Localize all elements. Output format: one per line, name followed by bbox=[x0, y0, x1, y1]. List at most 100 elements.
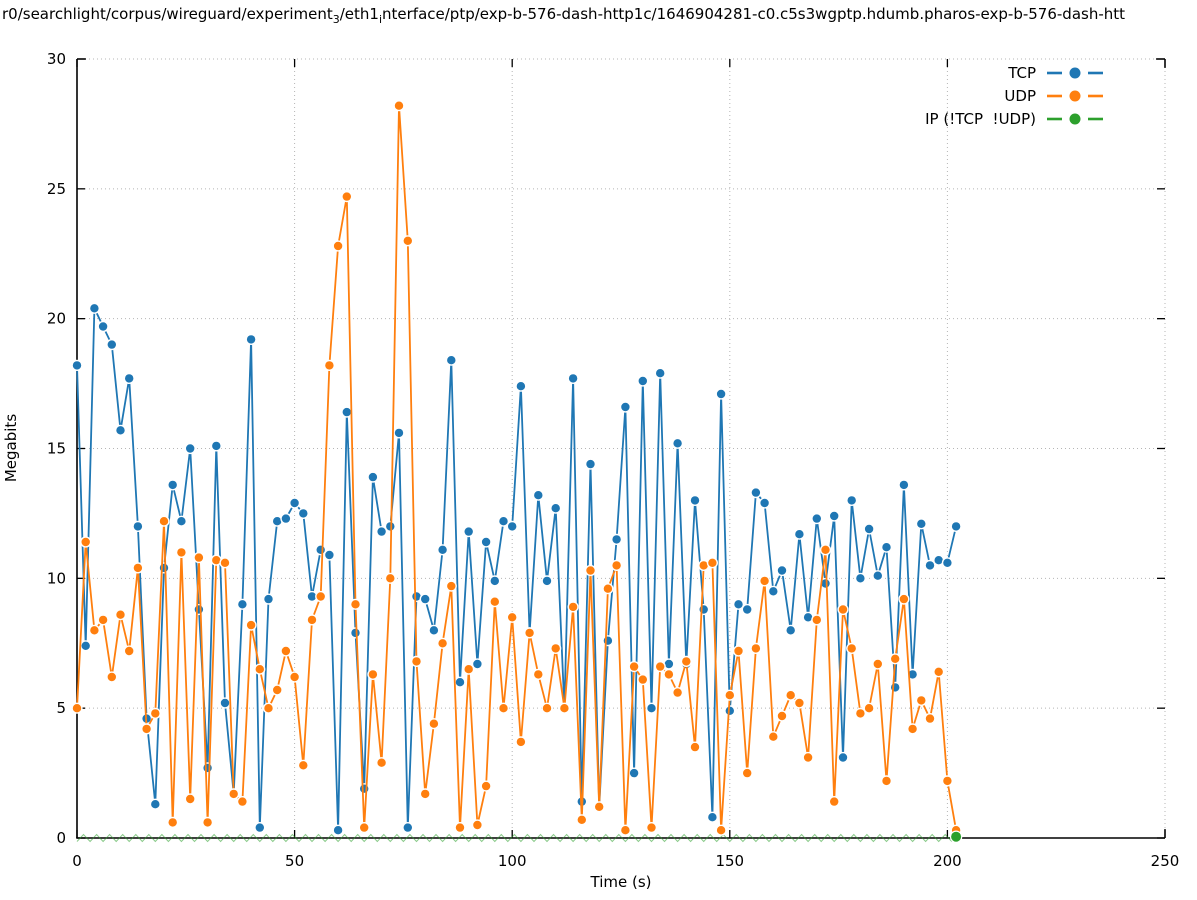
x-axis-label: Time (s) bbox=[590, 873, 652, 891]
tcp-series-marker bbox=[950, 520, 962, 533]
tcp-series-marker bbox=[645, 702, 658, 714]
y-tick-label: 30 bbox=[47, 50, 66, 68]
udp-series-marker bbox=[724, 689, 736, 701]
tcp-series-marker bbox=[254, 821, 266, 834]
udp-series-marker bbox=[776, 710, 788, 722]
udp-series-marker bbox=[402, 235, 414, 247]
tcp-series-marker bbox=[367, 471, 379, 483]
tcp-series bbox=[71, 302, 962, 836]
udp-series-marker bbox=[523, 627, 536, 639]
ip-series-baseline bbox=[76, 833, 953, 843]
udp-series-marker bbox=[541, 702, 553, 714]
udp-series-marker bbox=[915, 694, 927, 707]
tcp-series-marker bbox=[584, 458, 597, 470]
tcp-series-marker bbox=[184, 442, 196, 455]
udp-series-marker bbox=[706, 557, 719, 569]
udp-series-marker bbox=[584, 564, 597, 577]
tcp-series-marker bbox=[706, 811, 719, 823]
udp-series-marker bbox=[428, 718, 440, 730]
tcp-series-marker bbox=[619, 401, 632, 413]
udp-series-marker bbox=[819, 544, 832, 556]
tcp-series-marker bbox=[463, 525, 475, 538]
chart-title: r0/searchlight/corpus/wireguard/experime… bbox=[2, 5, 1125, 26]
udp-series-marker bbox=[454, 821, 466, 834]
legend-entry-ip: IP (!TCP !UDP) bbox=[925, 108, 1104, 130]
udp-series-marker bbox=[550, 642, 562, 655]
tcp-series-marker bbox=[785, 624, 797, 636]
legend-label-tcp: TCP bbox=[1008, 64, 1036, 82]
udp-series-marker bbox=[506, 611, 518, 623]
udp-series-marker bbox=[315, 590, 327, 603]
tcp-series-marker bbox=[323, 549, 336, 561]
udp-series-marker bbox=[445, 580, 457, 592]
tcp-series-marker bbox=[846, 494, 858, 507]
tcp-series-marker bbox=[428, 624, 440, 636]
udp-series-marker bbox=[184, 793, 196, 805]
udp-series-marker bbox=[663, 668, 675, 681]
tcp-series-marker bbox=[671, 437, 684, 449]
tcp-series-marker bbox=[602, 635, 614, 647]
udp-series-marker bbox=[280, 645, 292, 657]
udp-series-marker bbox=[289, 671, 301, 683]
udp-series-marker bbox=[489, 596, 501, 608]
tcp-series-marker bbox=[863, 523, 875, 535]
udp-series-marker bbox=[941, 775, 954, 787]
udp-series-marker bbox=[767, 731, 779, 743]
udp-series-marker bbox=[88, 624, 101, 636]
udp-series-marker bbox=[750, 642, 762, 655]
udp-series-marker bbox=[480, 780, 492, 792]
udp-series-marker bbox=[341, 191, 353, 203]
udp-series-marker bbox=[80, 536, 92, 548]
udp-series-marker bbox=[410, 655, 423, 668]
y-tick-label: 5 bbox=[56, 699, 66, 717]
udp-series-marker bbox=[854, 707, 867, 720]
x-tick-label: 250 bbox=[1151, 852, 1180, 870]
tcp-series-marker bbox=[767, 585, 779, 597]
tcp-series-marker bbox=[715, 388, 727, 400]
legend-sample-tcp bbox=[1047, 67, 1103, 79]
udp-series-marker bbox=[463, 663, 475, 675]
udp-series-marker bbox=[349, 598, 362, 610]
udp-series-marker bbox=[671, 686, 684, 699]
tcp-series-marker bbox=[854, 572, 867, 584]
y-tick-label: 15 bbox=[47, 440, 66, 458]
udp-series-marker bbox=[132, 562, 144, 574]
udp-series-marker bbox=[802, 751, 814, 764]
tcp-series-marker bbox=[689, 494, 701, 507]
udp-series-marker bbox=[97, 614, 109, 626]
udp-series-marker bbox=[358, 821, 370, 834]
udp-series-marker bbox=[732, 645, 745, 657]
udp-series-marker bbox=[610, 559, 623, 572]
tcp-series-marker bbox=[637, 375, 649, 387]
tcp-series-marker bbox=[654, 367, 666, 379]
title-subscript: 3 bbox=[332, 13, 340, 26]
udp-series-marker bbox=[933, 666, 945, 678]
tcp-series-marker bbox=[541, 575, 553, 587]
udp-series-marker bbox=[332, 240, 344, 252]
tcp-series-marker bbox=[419, 593, 431, 605]
tcp-series-marker bbox=[123, 372, 135, 385]
tcp-series-marker bbox=[793, 528, 806, 540]
tcp-series-marker bbox=[88, 302, 101, 314]
tcp-series-marker bbox=[262, 593, 275, 605]
tcp-series-marker bbox=[167, 479, 179, 491]
tcp-series-marker bbox=[80, 640, 92, 652]
tcp-series-line bbox=[76, 307, 957, 831]
y-tick-label: 10 bbox=[47, 569, 66, 587]
udp-series-marker bbox=[898, 593, 910, 605]
tcp-series-marker bbox=[828, 510, 840, 522]
tcp-series-marker bbox=[698, 603, 710, 616]
title-segment: /eth1 bbox=[339, 5, 379, 23]
udp-series-marker bbox=[71, 702, 83, 714]
tcp-series-marker bbox=[941, 557, 954, 569]
tcp-series-marker bbox=[289, 497, 301, 509]
tcp-series-marker bbox=[506, 520, 518, 533]
tcp-series-marker bbox=[236, 598, 249, 610]
udp-series bbox=[71, 100, 962, 836]
udp-series-marker bbox=[175, 546, 188, 559]
x-tick-label: 0 bbox=[72, 852, 82, 870]
tcp-series-marker bbox=[358, 783, 370, 795]
udp-series-marker bbox=[837, 603, 849, 616]
udp-series-marker bbox=[323, 359, 336, 372]
udp-series-marker bbox=[236, 795, 249, 808]
